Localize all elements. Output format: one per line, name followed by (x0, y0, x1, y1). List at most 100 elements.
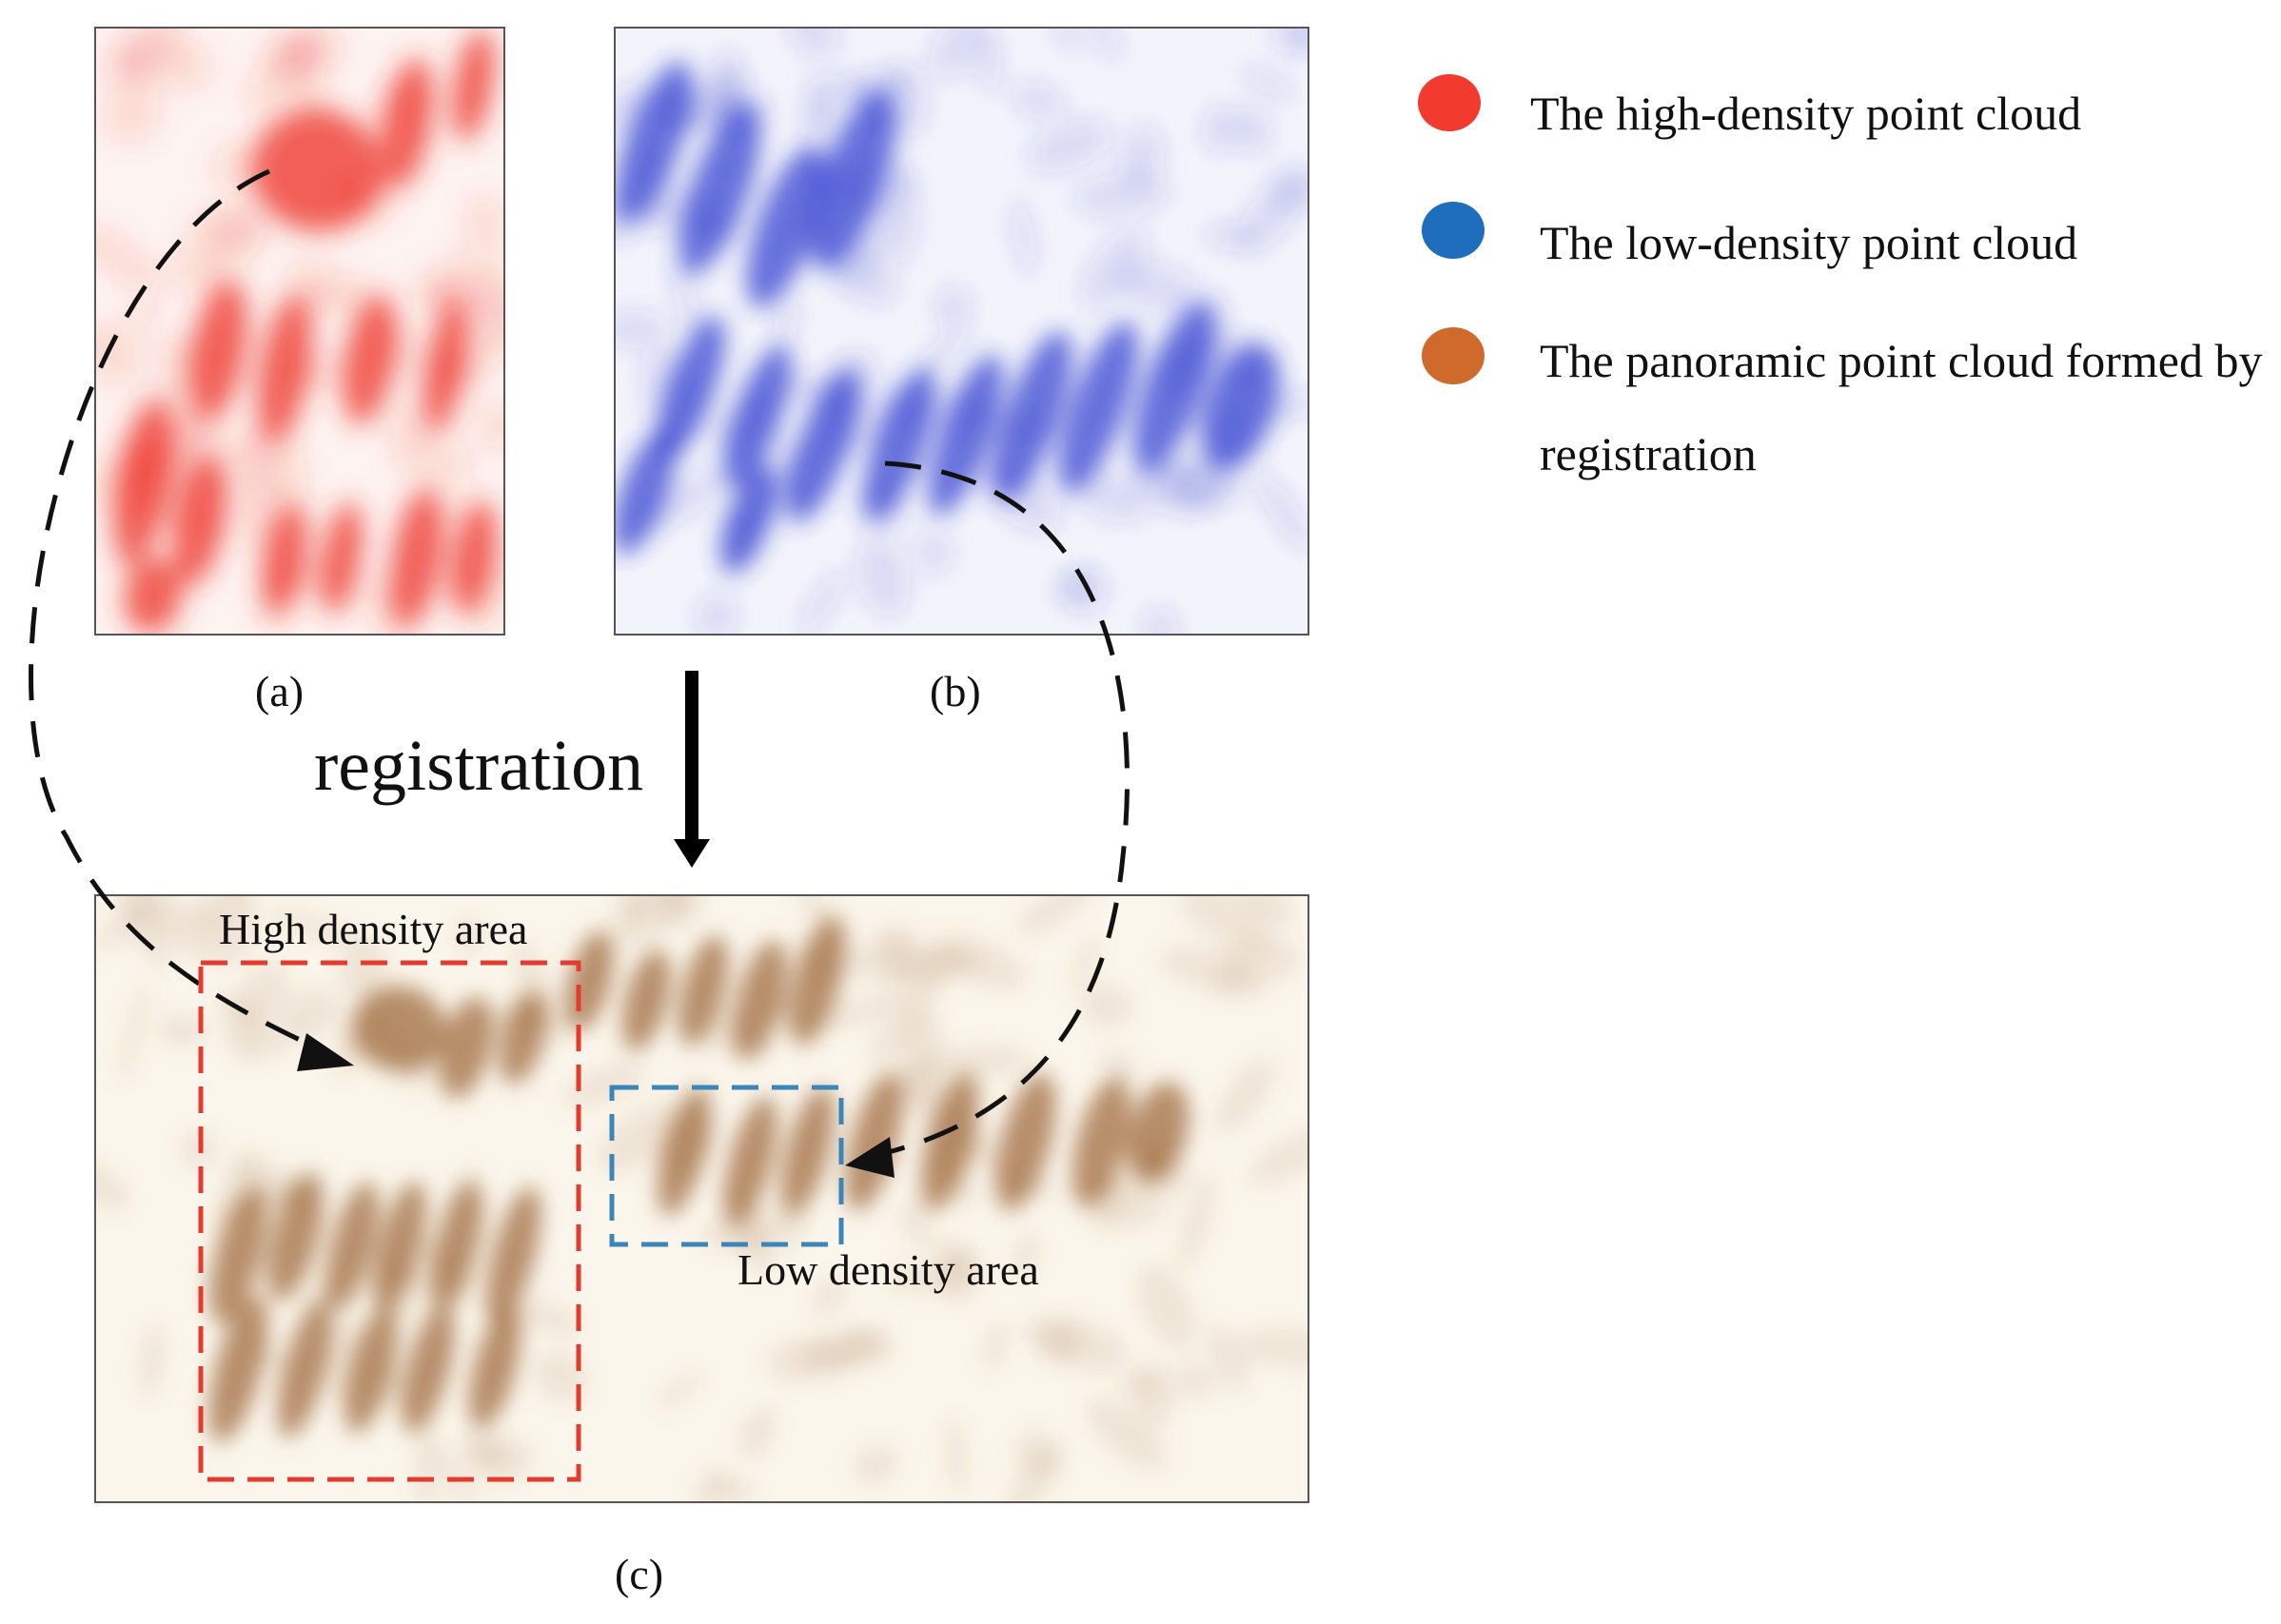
legend-swatch-red (1418, 74, 1481, 131)
point-cluster (826, 240, 898, 306)
point-cluster (788, 368, 860, 521)
point-cluster (157, 1013, 207, 1047)
point-cluster (933, 284, 973, 327)
point-cluster (658, 896, 703, 928)
point-cluster (1177, 1172, 1215, 1270)
point-cluster (812, 1275, 849, 1316)
point-cluster (179, 1131, 218, 1168)
point-cluster (723, 344, 792, 488)
point-cluster (1132, 303, 1215, 473)
point-cluster (1072, 173, 1171, 218)
point-cluster (392, 435, 444, 479)
point-cluster (854, 1444, 897, 1484)
point-cluster (1272, 166, 1308, 211)
point-cluster (1058, 322, 1138, 492)
point-cluster (1270, 29, 1308, 53)
point-cluster (798, 569, 846, 634)
point-cluster (1040, 1322, 1081, 1360)
point-cluster (147, 29, 179, 65)
point-cluster (855, 536, 911, 618)
point-cluster (564, 930, 614, 1032)
point-cluster (809, 89, 895, 270)
point-cluster (1224, 936, 1300, 983)
point-cluster (640, 470, 728, 530)
point-cluster (476, 404, 503, 450)
point-cluster (1080, 227, 1150, 309)
point-cluster (616, 61, 693, 223)
point-cluster (118, 979, 150, 1084)
point-cluster (452, 29, 495, 142)
point-cluster (465, 1435, 533, 1482)
point-cluster (1201, 104, 1240, 155)
panoramic-cloud-image (96, 896, 1308, 1501)
point-cluster (455, 914, 483, 958)
point-cluster (746, 147, 826, 308)
point-cluster (929, 29, 987, 80)
point-cluster (96, 1163, 129, 1210)
point-cluster (117, 295, 164, 341)
point-cluster (1173, 1363, 1215, 1399)
point-cluster (1026, 118, 1111, 174)
point-cluster (465, 194, 503, 257)
point-cluster (669, 261, 705, 345)
point-cluster (720, 466, 777, 575)
point-cluster (659, 1371, 701, 1409)
point-cluster (402, 1304, 455, 1434)
point-cluster (515, 1300, 582, 1336)
point-cluster (1206, 976, 1267, 999)
point-cluster (562, 1062, 646, 1107)
point-cluster (1238, 1327, 1308, 1368)
registration-arrow (674, 671, 710, 868)
point-cluster (208, 1295, 268, 1442)
point-cluster (1014, 1430, 1059, 1475)
point-cluster (1052, 29, 1085, 51)
point-cluster (1126, 464, 1214, 517)
point-cluster (780, 1086, 835, 1216)
point-cluster (139, 1322, 166, 1398)
point-cluster (1266, 390, 1308, 421)
panel-b-low-density-cloud (614, 27, 1309, 636)
point-cluster (1207, 1325, 1249, 1390)
high-density-cloud-image (96, 29, 503, 634)
point-cluster (1214, 1057, 1275, 1134)
point-cluster (1141, 605, 1179, 634)
point-cluster (1012, 81, 1066, 121)
point-cluster (883, 1262, 973, 1292)
point-cluster (1118, 125, 1166, 186)
point-cluster (320, 501, 363, 615)
caption-a: (a) (255, 667, 305, 715)
point-cluster (423, 303, 467, 435)
point-cluster (103, 86, 160, 143)
point-cluster (287, 29, 324, 77)
point-cluster (616, 429, 676, 555)
point-cluster (733, 940, 788, 1061)
legend-swatch-brown (1422, 327, 1485, 384)
point-cluster (800, 1329, 886, 1369)
point-cluster (439, 444, 472, 486)
panel-c-panoramic-cloud (94, 894, 1309, 1503)
point-cluster (946, 1419, 967, 1494)
point-cluster (1094, 1202, 1171, 1229)
legend-swatch-blue (1422, 202, 1485, 259)
point-cluster (1011, 198, 1037, 277)
point-cluster (1201, 342, 1280, 471)
point-cluster (1114, 1376, 1160, 1393)
point-cluster (678, 935, 729, 1047)
point-cluster (389, 487, 444, 629)
point-cluster (1118, 262, 1201, 314)
high-density-area-label: High density area (219, 905, 528, 953)
point-cluster (1087, 1398, 1167, 1471)
point-cluster (703, 1468, 757, 1501)
low-density-cloud-image (616, 29, 1308, 634)
point-cluster (678, 104, 761, 275)
point-cluster (800, 100, 836, 146)
point-cluster (1087, 29, 1123, 61)
point-cluster (613, 896, 651, 922)
point-cluster (914, 530, 954, 575)
point-cluster (934, 1237, 973, 1268)
point-cluster (381, 57, 434, 189)
point-cluster (738, 1406, 777, 1460)
point-cluster (616, 309, 670, 349)
point-cluster (1058, 567, 1110, 616)
caption-c: (c) (615, 1550, 664, 1598)
